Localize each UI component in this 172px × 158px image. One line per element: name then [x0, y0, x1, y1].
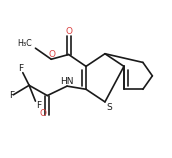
- Text: O: O: [65, 27, 72, 36]
- Text: F: F: [9, 91, 14, 100]
- Text: F: F: [18, 64, 23, 73]
- Text: H₃C: H₃C: [18, 39, 32, 48]
- Text: O: O: [49, 50, 56, 59]
- Text: O: O: [39, 109, 46, 118]
- Text: F: F: [36, 101, 41, 109]
- Text: HN: HN: [60, 77, 73, 86]
- Text: S: S: [106, 103, 112, 112]
